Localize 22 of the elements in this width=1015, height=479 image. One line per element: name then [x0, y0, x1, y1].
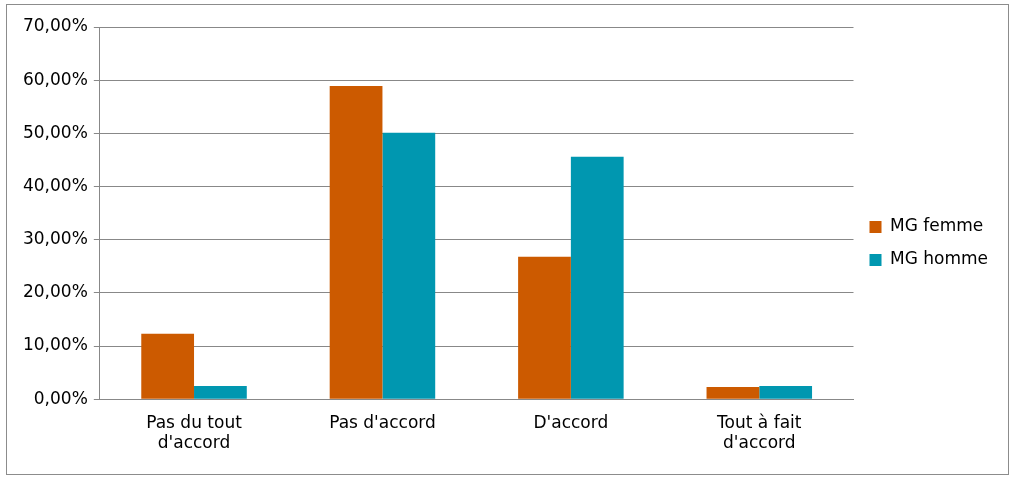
- y-tick-label: 60,00%: [22, 68, 88, 89]
- y-tick-label: 40,00%: [22, 174, 88, 195]
- bar: [706, 386, 760, 399]
- legend-label: MG femme: [890, 215, 984, 236]
- y-tick-label: 30,00%: [22, 228, 88, 249]
- y-tick-label: 10,00%: [22, 334, 88, 355]
- y-tick-label: 50,00%: [22, 121, 88, 142]
- y-tick-label: 20,00%: [22, 281, 88, 302]
- x-tick-label: D'accord: [533, 411, 609, 432]
- bar: [141, 333, 195, 399]
- bar: [382, 132, 436, 399]
- bar: [759, 385, 813, 399]
- y-tick-label: 70,00%: [22, 15, 88, 36]
- bar: [329, 86, 383, 399]
- legend-label: MG homme: [890, 248, 988, 269]
- bar: [194, 385, 247, 399]
- y-tick-label: 0,00%: [33, 387, 88, 408]
- x-tick-label: Tout à fait d'accord: [716, 411, 802, 453]
- x-tick-label: Pas d'accord: [329, 411, 436, 432]
- bar: [518, 256, 571, 399]
- bar: [570, 156, 624, 399]
- x-tick-label: Pas du tout d'accord: [146, 411, 243, 453]
